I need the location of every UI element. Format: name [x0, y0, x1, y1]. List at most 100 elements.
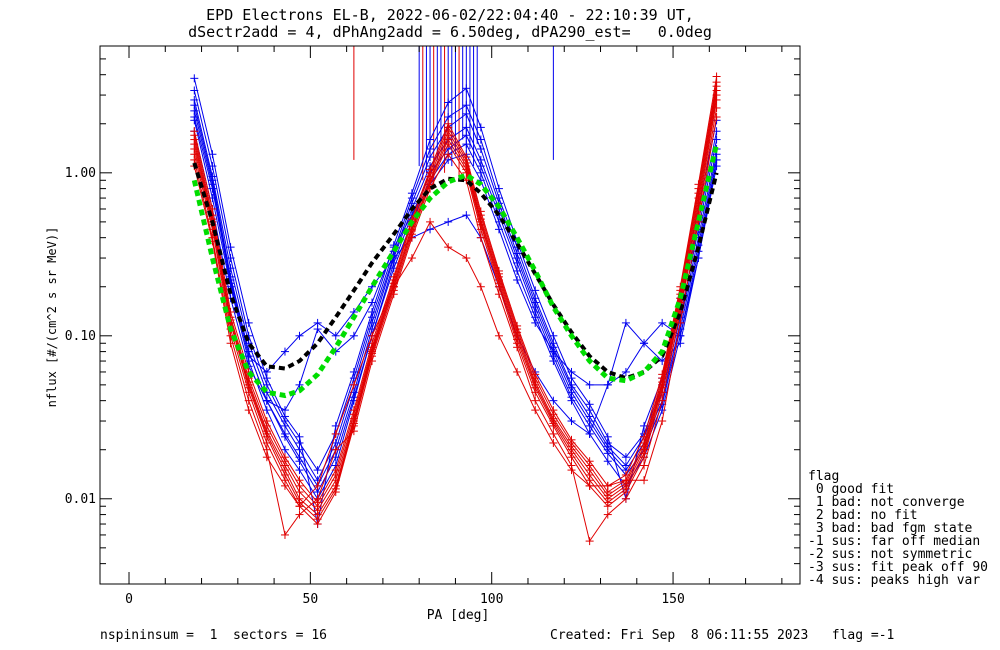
data-point — [389, 282, 398, 291]
data-point — [640, 442, 649, 451]
data-point — [295, 466, 304, 475]
data-point — [476, 135, 485, 144]
data-point — [549, 429, 558, 438]
data-point — [603, 491, 612, 500]
data-point — [494, 225, 503, 234]
data-point — [226, 243, 235, 252]
data-point — [513, 249, 522, 258]
data-point — [513, 321, 522, 330]
data-point — [426, 225, 435, 234]
data-point — [444, 217, 453, 226]
data-point — [531, 396, 540, 405]
fit-curve-green — [191, 143, 720, 399]
legend: flag 0 good fit 1 bad: not converge 2 ba… — [808, 470, 988, 587]
data-point — [368, 357, 377, 366]
legend-item: 2 bad: no fit — [808, 508, 918, 523]
data-point — [621, 318, 630, 327]
data-point — [331, 484, 340, 493]
data-point — [190, 74, 199, 83]
data-point — [640, 339, 649, 348]
data-point — [476, 162, 485, 171]
data-point — [349, 380, 358, 389]
data-point — [349, 427, 358, 436]
data-point — [244, 318, 253, 327]
data-point — [585, 429, 594, 438]
data-point — [549, 414, 558, 423]
data-point — [262, 396, 271, 405]
data-point — [494, 331, 503, 340]
data-point — [295, 510, 304, 519]
data-point — [280, 421, 289, 430]
data-point — [531, 298, 540, 307]
data-point — [280, 481, 289, 490]
x-tick-label: 100 — [480, 592, 503, 607]
data-point — [226, 339, 235, 348]
y-tick-label: 0.01 — [65, 492, 96, 507]
series-line-1 — [193, 90, 718, 472]
data-point — [658, 370, 667, 379]
data-point — [190, 113, 199, 122]
data-point — [208, 150, 217, 159]
data-point — [313, 481, 322, 490]
data-point — [712, 113, 721, 122]
data-point — [567, 449, 576, 458]
data-point — [426, 153, 435, 162]
footer-right: Created: Fri Sep 8 06:11:55 2023 flag =-… — [550, 628, 895, 643]
data-point — [621, 453, 630, 462]
data-point — [444, 243, 453, 252]
data-point — [513, 275, 522, 284]
series-line-14 — [193, 76, 718, 504]
data-point — [444, 119, 453, 128]
plot-frame — [99, 45, 801, 585]
legend-item: 1 bad: not converge — [808, 495, 965, 510]
data-point — [476, 145, 485, 154]
data-point — [621, 367, 630, 376]
data-point — [244, 406, 253, 415]
data-point — [280, 453, 289, 462]
data-point — [313, 466, 322, 475]
x-tick-label: 0 — [125, 592, 133, 607]
data-point — [190, 95, 199, 104]
series-line-3 — [193, 99, 718, 482]
data-point — [262, 427, 271, 436]
data-point — [407, 189, 416, 198]
data-point — [462, 109, 471, 118]
data-point — [640, 461, 649, 470]
plot-area — [190, 46, 721, 546]
y-tick-label: 1.00 — [65, 166, 96, 181]
data-point — [640, 449, 649, 458]
data-point — [531, 370, 540, 379]
data-point — [262, 453, 271, 462]
data-point — [494, 290, 503, 299]
data-point — [640, 432, 649, 441]
data-point — [494, 184, 503, 193]
data-point — [658, 396, 667, 405]
legend-title: flag — [808, 469, 840, 484]
data-point — [694, 199, 703, 208]
data-point — [462, 153, 471, 162]
data-point — [444, 135, 453, 144]
data-point — [444, 113, 453, 122]
data-point — [567, 374, 576, 383]
data-point — [407, 254, 416, 263]
data-point — [208, 204, 217, 213]
data-point — [462, 84, 471, 93]
data-point — [603, 481, 612, 490]
data-point — [368, 307, 377, 316]
data-point — [694, 189, 703, 198]
data-point — [407, 233, 416, 242]
series-line-6 — [193, 110, 718, 494]
legend-item: -2 sus: not symmetric — [808, 547, 973, 562]
data-point — [494, 266, 503, 275]
series-line-0 — [193, 105, 718, 487]
data-point — [444, 98, 453, 107]
data-point — [712, 82, 721, 91]
data-point — [585, 481, 594, 490]
footer-left: nspininsum = 1 sectors = 16 — [100, 628, 327, 643]
data-point — [244, 352, 253, 361]
data-point — [295, 502, 304, 511]
data-point — [331, 466, 340, 475]
data-point — [658, 417, 667, 426]
legend-item: 0 good fit — [808, 482, 895, 497]
data-point — [531, 307, 540, 316]
